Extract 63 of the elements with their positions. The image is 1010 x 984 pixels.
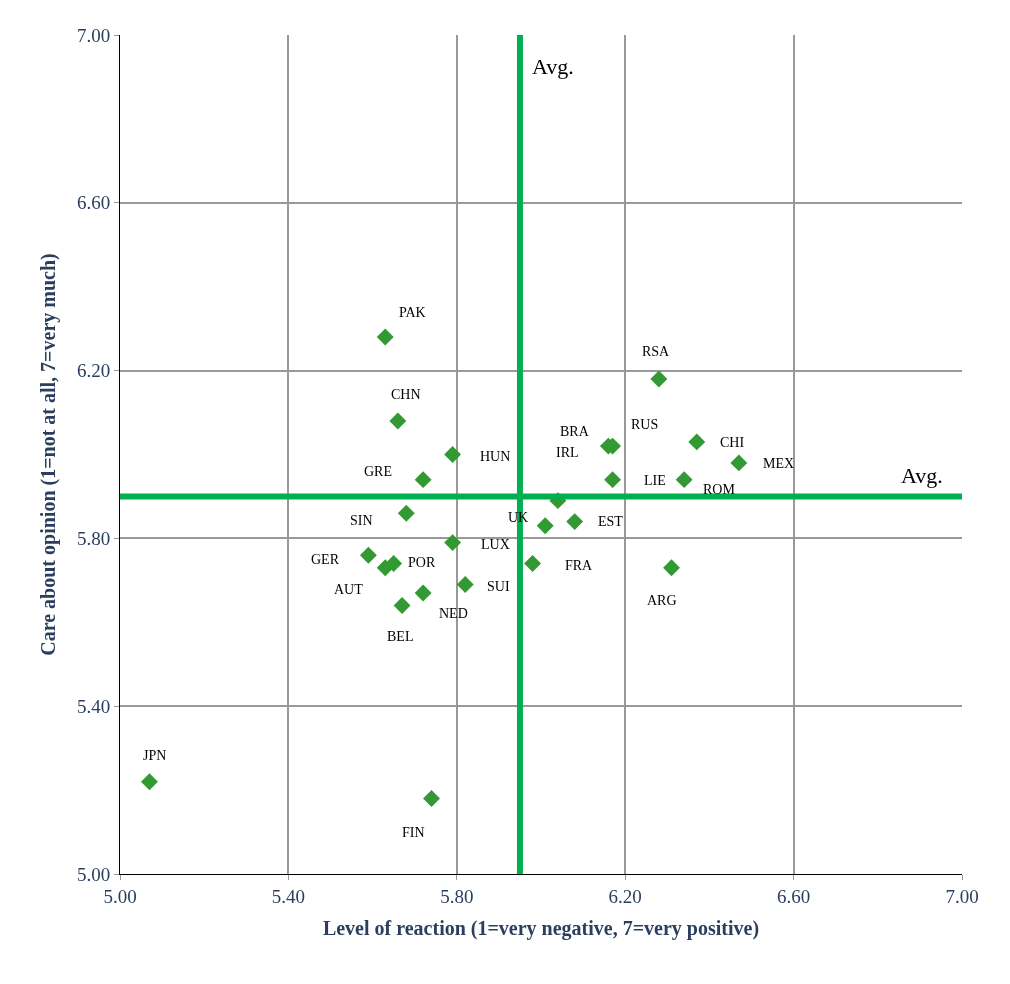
annotation: FIN (402, 825, 425, 840)
annotation: HUN (480, 449, 511, 464)
point (524, 555, 542, 573)
point (393, 597, 411, 614)
x-tick-label: 7.00 (945, 885, 979, 907)
annotation: POR (408, 555, 436, 570)
point (730, 454, 748, 472)
annotation: AUT (334, 582, 364, 597)
point (675, 471, 693, 489)
ref-line-label: Avg. (532, 54, 574, 79)
x-axis-title: Level of reaction (1=very negative, 7=very positive) (322, 917, 760, 941)
point (359, 546, 377, 564)
point (389, 412, 407, 430)
annotation: LIE (644, 473, 666, 488)
annotation: IRL (556, 445, 579, 460)
annotation: GER (311, 552, 340, 567)
point (688, 433, 706, 451)
annotation: MEX (763, 456, 795, 471)
point (663, 559, 680, 577)
annotation: CHI (720, 435, 745, 450)
point (376, 328, 394, 346)
ref-line-label: Avg. (901, 463, 943, 488)
annotation: SIN (350, 513, 373, 528)
y-axis-title: Care about opinion (1=not at all, 7=very much) (37, 253, 61, 656)
point (414, 471, 432, 489)
annotation: JPN (143, 748, 167, 763)
point (414, 584, 432, 602)
point (456, 576, 474, 593)
y-tick-label: 7.00 (76, 24, 111, 46)
y-tick-label: 6.20 (76, 360, 111, 382)
point (604, 471, 622, 489)
annotation: ROM (703, 482, 736, 497)
annotation: BEL (387, 629, 414, 644)
point (536, 517, 554, 535)
point (141, 773, 158, 791)
point (566, 513, 584, 531)
annotation: ARG (647, 593, 677, 608)
point (650, 370, 668, 388)
annotation: BRA (560, 424, 590, 439)
x-tick-label: 6.20 (608, 885, 642, 907)
annotation: SUI (487, 579, 510, 594)
annotation: EST (598, 514, 624, 529)
annotation: FRA (565, 558, 594, 573)
annotation: GRE (364, 464, 392, 479)
annotation: LUX (481, 537, 510, 552)
y-tick-label: 5.40 (76, 695, 111, 717)
point (444, 446, 462, 463)
x-tick-label: 5.00 (103, 885, 137, 907)
annotation: RUS (631, 417, 659, 432)
y-tick-label: 5.80 (76, 528, 111, 550)
annotation: RSA (642, 344, 671, 359)
point (444, 534, 462, 552)
annotation: NED (439, 606, 468, 621)
x-tick-label: 6.60 (776, 885, 811, 907)
point (423, 790, 440, 807)
annotation: CHN (391, 387, 421, 402)
annotation: PAK (399, 305, 426, 320)
x-tick-label: 5.80 (440, 885, 474, 907)
point (385, 555, 403, 573)
x-tick-label: 5.40 (271, 885, 306, 907)
y-tick-label: 6.60 (76, 192, 111, 214)
point (397, 504, 415, 522)
y-tick-label: 5.00 (76, 863, 111, 885)
